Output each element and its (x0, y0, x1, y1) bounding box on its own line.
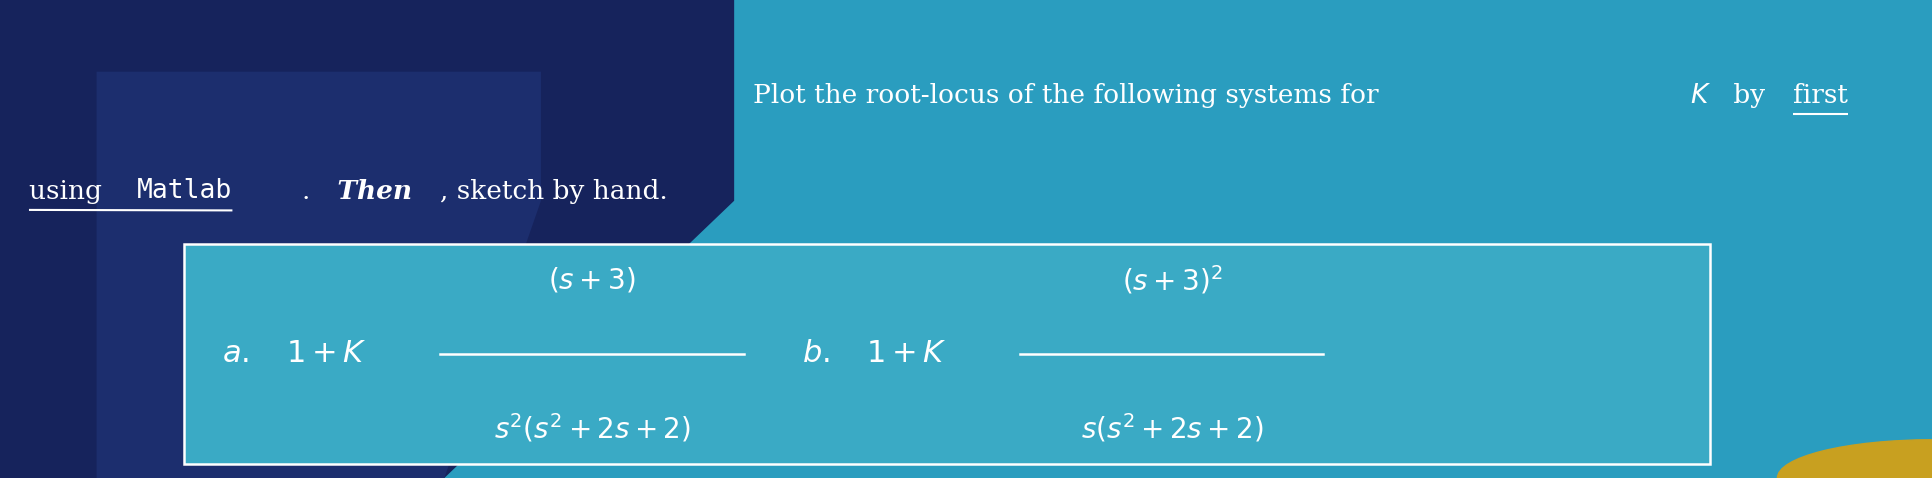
FancyBboxPatch shape (184, 244, 1710, 464)
Circle shape (1777, 440, 1932, 478)
Text: Plot the root-locus of the following systems for: Plot the root-locus of the following sys… (753, 83, 1387, 108)
Text: Then: Then (323, 179, 412, 204)
Text: $(s + 3)^2$: $(s + 3)^2$ (1121, 263, 1223, 296)
Text: $1 + K$: $1 + K$ (866, 339, 947, 368)
Text: $(s + 3)$: $(s + 3)$ (549, 265, 636, 294)
Text: $K$: $K$ (1690, 83, 1712, 108)
Text: $s^2(s^2 + 2s + 2)$: $s^2(s^2 + 2s + 2)$ (495, 412, 690, 444)
Text: , sketch by hand.: , sketch by hand. (440, 179, 668, 204)
Text: $b.$: $b.$ (802, 338, 829, 369)
Text: $1 + K$: $1 + K$ (286, 339, 367, 368)
Polygon shape (0, 0, 734, 478)
Text: by: by (1725, 83, 1774, 108)
Polygon shape (97, 72, 541, 478)
Text: $s(s^2 + 2s + 2)$: $s(s^2 + 2s + 2)$ (1080, 412, 1264, 444)
Text: Matlab: Matlab (137, 178, 232, 204)
Text: first: first (1793, 83, 1847, 108)
Text: $a.$: $a.$ (222, 338, 249, 369)
Text: .: . (301, 179, 309, 204)
Text: using: using (29, 179, 110, 204)
